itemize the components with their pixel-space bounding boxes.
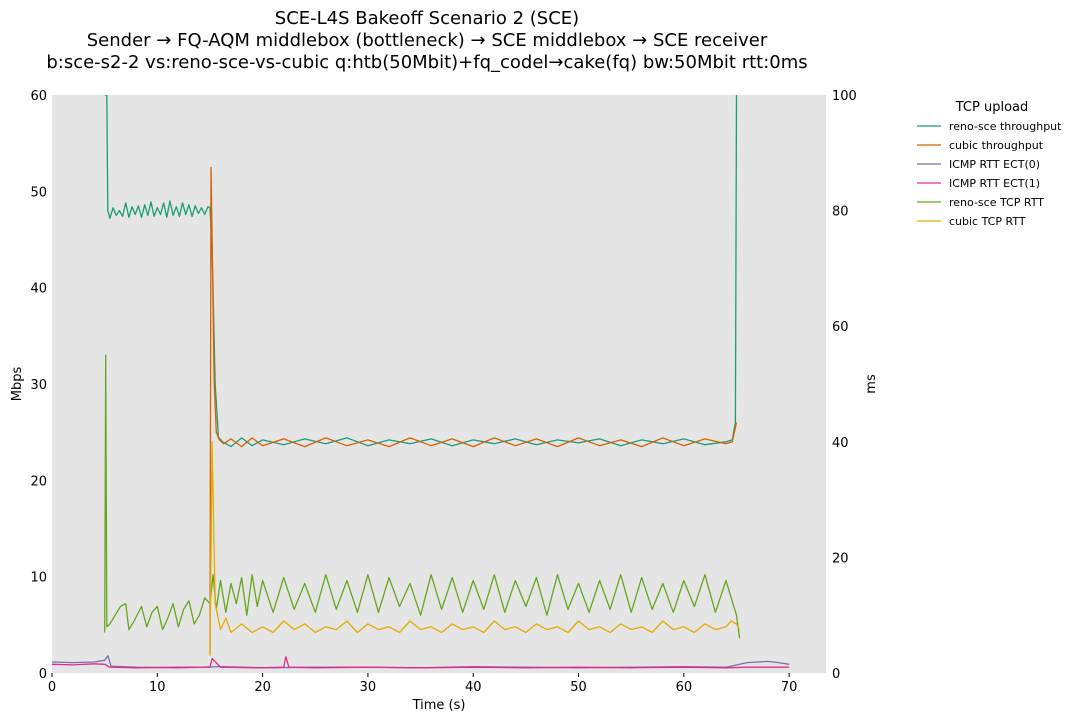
x-tick-label: 30 bbox=[360, 680, 377, 695]
series-line-1 bbox=[209, 166, 738, 654]
series-line-3 bbox=[52, 656, 790, 669]
legend-label-0: reno-sce throughput bbox=[949, 120, 1062, 133]
y-right-tick-label: 0 bbox=[832, 667, 840, 682]
x-tick-label: 20 bbox=[254, 680, 271, 695]
y-left-tick-label: 10 bbox=[30, 571, 47, 586]
x-tick-label: 50 bbox=[570, 680, 587, 695]
chart-title-line-2: Sender → FQ-AQM middlebox (bottleneck) →… bbox=[87, 30, 768, 51]
x-axis-label: Time (s) bbox=[412, 698, 466, 713]
y-left-tick-label: 0 bbox=[39, 667, 47, 682]
plot-area bbox=[52, 95, 826, 673]
series-line-4 bbox=[104, 354, 741, 639]
legend-title: TCP upload bbox=[955, 100, 1029, 115]
y-axis-left-label: Mbps bbox=[10, 367, 25, 402]
y-right-tick-label: 60 bbox=[832, 320, 849, 335]
y-right-tick-label: 80 bbox=[832, 205, 849, 220]
y-left-tick-label: 30 bbox=[30, 378, 47, 393]
y-left-tick-label: 50 bbox=[30, 185, 47, 200]
x-tick-label: 70 bbox=[781, 680, 798, 695]
series-group bbox=[52, 95, 790, 669]
legend-label-4: reno-sce TCP RTT bbox=[949, 196, 1044, 209]
legend-label-3: ICMP RTT ECT(1) bbox=[949, 177, 1040, 190]
y-left-tick-label: 60 bbox=[30, 89, 47, 104]
legend-label-5: cubic TCP RTT bbox=[949, 215, 1026, 228]
x-tick-label: 40 bbox=[465, 680, 482, 695]
axis-ticks: 0 10 20 30 40 50 60 70 0 10 20 30 40 50 60 0 20 40 60 80 100 bbox=[30, 89, 856, 695]
x-tick-label: 0 bbox=[48, 680, 56, 695]
chart-title-line-1: SCE-L4S Bakeoff Scenario 2 (SCE) bbox=[275, 8, 579, 29]
x-tick-label: 10 bbox=[149, 680, 166, 695]
legend: TCP upload reno-sce throughput cubic thro… bbox=[917, 100, 1062, 228]
chart-title: SCE-L4S Bakeoff Scenario 2 (SCE) Sender … bbox=[46, 8, 807, 73]
y-right-tick-label: 100 bbox=[832, 89, 857, 104]
y-right-tick-label: 20 bbox=[832, 551, 849, 566]
legend-label-1: cubic throughput bbox=[949, 139, 1044, 152]
x-tick-label: 60 bbox=[676, 680, 693, 695]
y-right-tick-label: 40 bbox=[832, 436, 849, 451]
y-axis-right-label: ms bbox=[864, 374, 879, 394]
legend-label-2: ICMP RTT ECT(0) bbox=[949, 158, 1040, 171]
chart-title-line-3: b:sce-s2-2 vs:reno-sce-vs-cubic q:htb(50… bbox=[46, 52, 807, 73]
y-left-tick-label: 20 bbox=[30, 474, 47, 489]
series-line-0 bbox=[104, 95, 738, 448]
y-left-tick-label: 40 bbox=[30, 282, 47, 297]
series-line-5 bbox=[209, 441, 741, 656]
